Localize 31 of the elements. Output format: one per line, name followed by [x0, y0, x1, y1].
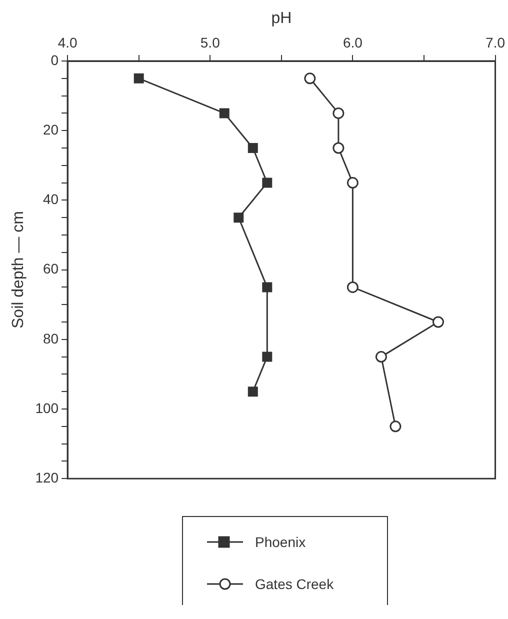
x-axis-title: pH — [271, 10, 292, 28]
x-tick-label: 5.0 — [200, 34, 220, 50]
y-tick-label: 20 — [42, 121, 59, 138]
x-tick-label: 6.0 — [342, 34, 363, 50]
x-tick-label: 7.0 — [486, 34, 506, 50]
point — [248, 386, 258, 397]
point — [346, 281, 358, 293]
point — [304, 72, 316, 84]
point — [375, 351, 387, 363]
x-tick-label: 4.0 — [58, 34, 78, 50]
y-tick-label: 60 — [42, 260, 59, 277]
point — [332, 142, 344, 154]
y-tick-label: 100 — [35, 400, 59, 416]
point — [262, 352, 272, 362]
point — [248, 143, 258, 153]
point — [219, 108, 230, 118]
legend-label: Phoenix — [255, 534, 306, 550]
point — [234, 212, 244, 223]
point — [262, 282, 272, 292]
y-tick-label: 120 — [35, 469, 59, 486]
y-tick-label: 80 — [42, 330, 59, 346]
point — [134, 73, 144, 84]
legend-label: Gates Creek — [255, 576, 334, 592]
point — [390, 420, 402, 432]
y-axis-title: Soil depth — cm — [10, 211, 28, 328]
y-tick-label: 40 — [42, 191, 59, 208]
point — [432, 316, 444, 328]
y-tick-label: 0 — [50, 52, 59, 68]
point — [262, 178, 272, 188]
point — [346, 177, 358, 189]
point — [332, 107, 344, 119]
